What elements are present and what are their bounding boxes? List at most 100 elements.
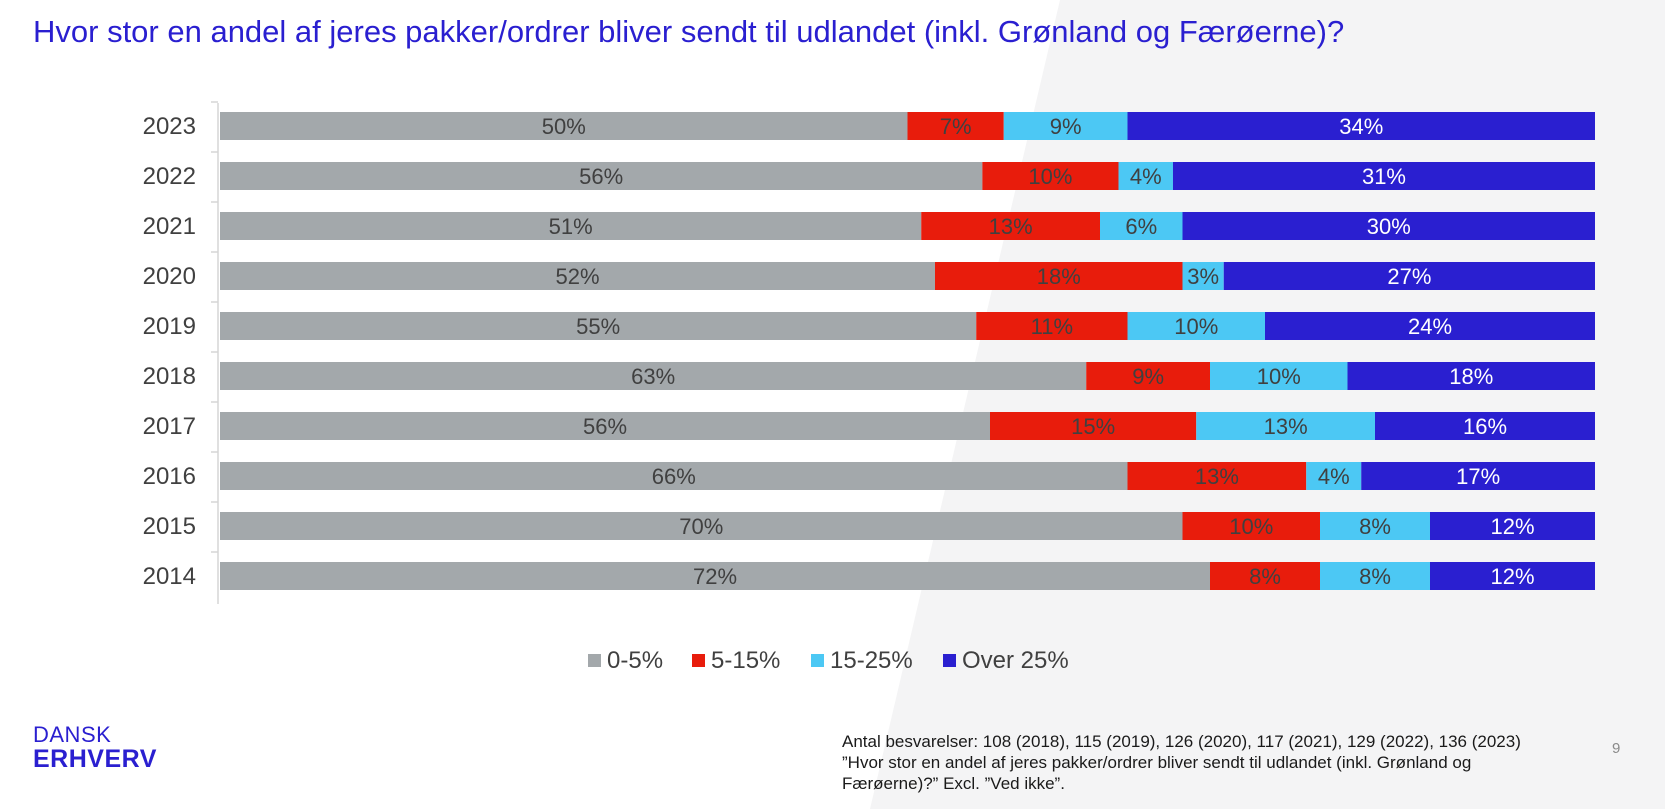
bar-2016-5-15- bbox=[1127, 462, 1307, 490]
legend-swatch-0 bbox=[588, 654, 601, 667]
page-title: Hvor stor en andel af jeres pakker/ordre… bbox=[33, 14, 1345, 49]
bar-2019-15-25- bbox=[1127, 312, 1265, 340]
data-label: 8% bbox=[1359, 564, 1391, 589]
bar-2019-Over-25- bbox=[1265, 312, 1595, 340]
category-label-2019: 2019 bbox=[143, 313, 196, 340]
footnote-line-1: Antal besvarelser: 108 (2018), 115 (2019… bbox=[842, 732, 1521, 751]
legend-label-1: 5-15% bbox=[711, 647, 780, 674]
bar-2021-15-25- bbox=[1100, 212, 1183, 240]
data-label: 52% bbox=[555, 264, 599, 289]
bar-2014-15-25- bbox=[1320, 562, 1430, 590]
category-label-2016: 2016 bbox=[143, 463, 196, 490]
data-label: 34% bbox=[1339, 114, 1383, 139]
bar-2017-Over-25- bbox=[1375, 412, 1595, 440]
data-label: 30% bbox=[1367, 214, 1411, 239]
data-label: 10% bbox=[1257, 364, 1301, 389]
bar-2016-15-25- bbox=[1306, 462, 1362, 490]
data-label: 31% bbox=[1362, 164, 1406, 189]
bar-2017-15-25- bbox=[1196, 412, 1375, 440]
bar-2016-0-5- bbox=[220, 462, 1128, 490]
data-label: 10% bbox=[1229, 514, 1273, 539]
footnote: Antal besvarelser: 108 (2018), 115 (2019… bbox=[842, 731, 1602, 794]
data-label: 4% bbox=[1318, 464, 1350, 489]
data-label: 7% bbox=[940, 114, 972, 139]
bar-2022-Over-25- bbox=[1172, 162, 1595, 190]
bar-2023-0-5- bbox=[220, 112, 908, 140]
bar-2021-Over-25- bbox=[1182, 212, 1595, 240]
data-label: 10% bbox=[1174, 314, 1218, 339]
data-label: 18% bbox=[1449, 364, 1493, 389]
legend-label-2: 15-25% bbox=[830, 647, 913, 674]
data-label: 16% bbox=[1463, 414, 1507, 439]
bar-2015-15-25- bbox=[1320, 512, 1430, 540]
data-label: 11% bbox=[1031, 314, 1073, 339]
bar-2023-5-15- bbox=[907, 112, 1004, 140]
bar-2022-0-5- bbox=[220, 162, 983, 190]
data-label: 50% bbox=[542, 114, 586, 139]
data-label: 18% bbox=[1037, 264, 1081, 289]
category-label-2021: 2021 bbox=[143, 213, 196, 240]
data-label: 3% bbox=[1187, 264, 1219, 289]
data-label: 13% bbox=[989, 214, 1033, 239]
bar-2020-15-25- bbox=[1182, 262, 1224, 290]
bar-2018-15-25- bbox=[1210, 362, 1348, 390]
bar-2017-0-5- bbox=[220, 412, 990, 440]
data-label: 72% bbox=[693, 564, 737, 589]
data-label: 9% bbox=[1132, 364, 1164, 389]
bar-2020-Over-25- bbox=[1223, 262, 1595, 290]
category-label-2020: 2020 bbox=[143, 263, 196, 290]
bar-2015-Over-25- bbox=[1430, 512, 1595, 540]
data-label: 70% bbox=[679, 514, 723, 539]
legend-swatch-1 bbox=[692, 654, 705, 667]
bar-2014-0-5- bbox=[220, 562, 1210, 590]
bar-2021-5-15- bbox=[921, 212, 1100, 240]
logo-line-2: ERHVERV bbox=[33, 745, 157, 773]
dansk-erhverv-logo: DANSK ERHVERV bbox=[33, 724, 157, 772]
bar-2023-Over-25- bbox=[1127, 112, 1595, 140]
bar-2018-5-15- bbox=[1086, 362, 1210, 390]
bar-2022-5-15- bbox=[982, 162, 1119, 190]
data-label: 15% bbox=[1071, 414, 1115, 439]
footnote-line-3: Færøerne)?” Excl. ”Ved ikke”. bbox=[842, 774, 1065, 793]
data-label: 8% bbox=[1249, 564, 1281, 589]
legend-label-3: Over 25% bbox=[962, 647, 1069, 674]
data-label: 56% bbox=[579, 164, 623, 189]
data-label: 4% bbox=[1130, 164, 1162, 189]
data-label: 17% bbox=[1456, 464, 1500, 489]
legend-swatch-3 bbox=[943, 654, 956, 667]
category-label-2018: 2018 bbox=[143, 363, 196, 390]
data-label: 56% bbox=[583, 414, 627, 439]
category-label-2015: 2015 bbox=[143, 513, 196, 540]
category-label-2017: 2017 bbox=[143, 413, 196, 440]
data-label: 12% bbox=[1490, 514, 1534, 539]
bar-2023-15-25- bbox=[1003, 112, 1128, 140]
data-label: 27% bbox=[1387, 264, 1431, 289]
bar-2016-Over-25- bbox=[1361, 462, 1595, 490]
legend-swatch-2 bbox=[811, 654, 824, 667]
data-label: 6% bbox=[1125, 214, 1157, 239]
bar-2014-5-15- bbox=[1210, 562, 1320, 590]
data-label: 13% bbox=[1195, 464, 1239, 489]
bar-2018-Over-25- bbox=[1347, 362, 1595, 390]
bar-2019-0-5- bbox=[220, 312, 977, 340]
bar-2015-5-15- bbox=[1182, 512, 1320, 540]
bar-2014-Over-25- bbox=[1430, 562, 1595, 590]
data-label: 24% bbox=[1408, 314, 1452, 339]
logo-line-1: DANSK bbox=[33, 722, 112, 747]
bar-2020-0-5- bbox=[220, 262, 935, 290]
footnote-line-2: ”Hvor stor en andel af jeres pakker/ordr… bbox=[842, 753, 1472, 772]
data-label: 55% bbox=[576, 314, 620, 339]
bar-2018-0-5- bbox=[220, 362, 1087, 390]
data-label: 8% bbox=[1359, 514, 1391, 539]
category-label-2023: 2023 bbox=[143, 113, 196, 140]
bar-2015-0-5- bbox=[220, 512, 1183, 540]
bar-2019-5-15- bbox=[976, 312, 1128, 340]
bar-2020-5-15- bbox=[935, 262, 1183, 290]
page-number: 9 bbox=[1612, 740, 1621, 757]
data-label: 10% bbox=[1028, 164, 1072, 189]
data-label: 66% bbox=[652, 464, 696, 489]
category-label-2014: 2014 bbox=[143, 563, 196, 590]
bar-2022-15-25- bbox=[1118, 162, 1173, 190]
